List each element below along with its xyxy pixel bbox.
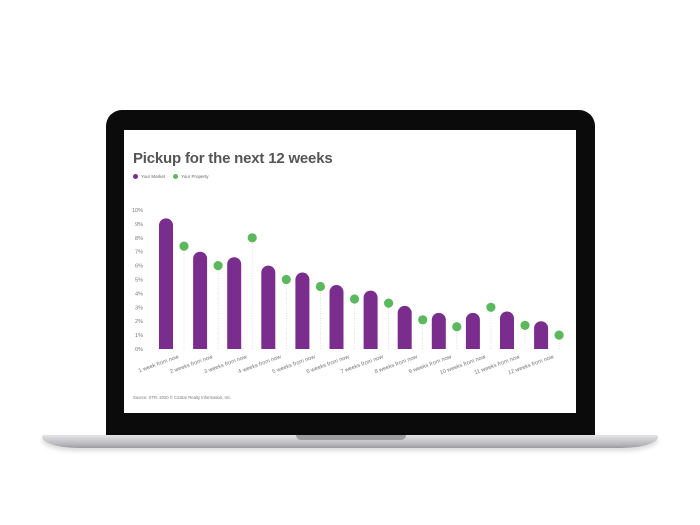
y-tick-label: 8% (135, 236, 143, 242)
y-tick-label: 5% (135, 278, 143, 284)
dot-property (452, 322, 462, 332)
y-tick-label: 2% (135, 319, 143, 325)
dot-property (486, 302, 496, 312)
y-tick-label: 10% (132, 208, 143, 214)
chart-title: Pickup for the next 12 weeks (133, 150, 333, 167)
laptop-base (42, 435, 658, 448)
dot-property (247, 233, 257, 243)
y-tick-label: 6% (135, 264, 143, 270)
bar-market (500, 311, 514, 349)
y-tick-label: 7% (135, 250, 143, 256)
bar-market (193, 251, 208, 349)
y-tick-label: 4% (135, 291, 143, 297)
dot-property (349, 294, 360, 304)
dot-property (384, 298, 394, 308)
bar-market (295, 272, 310, 349)
laptop-notch (296, 435, 406, 440)
source-note: Source: STR. 2020 © CoStar Realty Inform… (133, 395, 232, 400)
legend-item-market: Your Market (133, 174, 165, 179)
bar-market (227, 257, 242, 349)
bar-market (329, 285, 344, 349)
chart-legend: Your Market Your Property (133, 174, 208, 179)
bar-market (261, 265, 276, 349)
y-tick-label: 3% (135, 305, 143, 311)
dot-property (315, 281, 325, 292)
dot-property (213, 261, 223, 271)
bar-market (397, 305, 412, 349)
bar-market (534, 321, 549, 349)
bar-market (431, 312, 446, 349)
laptop-screen: Pickup for the next 12 weeks Your Market… (124, 130, 576, 413)
dot-property (179, 241, 189, 251)
y-tick-label: 0% (135, 347, 143, 353)
legend-swatch-property (173, 174, 179, 179)
y-tick-label: 9% (135, 222, 143, 228)
bar-market (465, 312, 480, 349)
legend-swatch-market (133, 174, 138, 179)
chart-plot: 0%1%2%3%4%5%6%7%8%9%10%1 week from now2 … (132, 208, 564, 376)
dot-property (554, 330, 564, 340)
y-tick-label: 1% (135, 333, 143, 339)
legend-label-market: Your Market (141, 174, 166, 179)
dot-property (520, 320, 530, 330)
bar-market (363, 290, 378, 349)
dot-property (418, 315, 428, 325)
legend-item-property: Your Property (173, 174, 208, 179)
legend-label-property: Your Property (181, 174, 209, 179)
dot-property (281, 274, 291, 285)
bar-market (159, 218, 173, 349)
